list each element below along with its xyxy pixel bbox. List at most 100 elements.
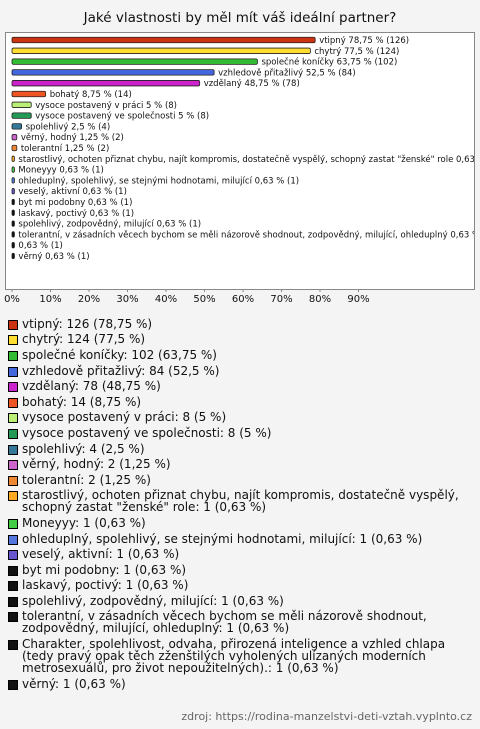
bar-label: byt mi podobny 0,63 % (1) <box>18 198 132 208</box>
bar-label: laskavý, poctivý 0,63 % (1) <box>18 209 134 219</box>
legend-item: spolehlivý: 4 (2,5 %) <box>8 441 474 457</box>
source: zdroj: https://rodina-manzelstvi-deti-vz… <box>181 710 472 723</box>
bar-label: bohatý 8,75 % (14) <box>50 90 132 100</box>
legend-swatch <box>8 640 18 651</box>
bar <box>11 220 15 227</box>
legend-label: věrný, hodný: 2 (1,25 %) <box>22 457 171 472</box>
bar <box>11 134 18 141</box>
bar-label: vzhledově přitažlivý 52,5 % (84) <box>218 68 356 78</box>
bar-label: spolehlivý 2,5 % (4) <box>26 122 111 132</box>
legend-label: vysoce postavený v práci: 8 (5 %) <box>22 410 227 425</box>
legend-item: spolehlivý, zodpovědný, milující: 1 (0,6… <box>8 593 474 609</box>
bar-label: Moneyyy 0,63 % (1) <box>18 166 103 176</box>
legend-swatch <box>8 350 18 361</box>
bar <box>11 198 15 206</box>
legend-item: ohleduplný, spolehlivý, se stejnými hodn… <box>8 531 474 547</box>
legend-label: společné koníčky: 102 (63,75 %) <box>22 347 217 362</box>
legend-label: laskavý, poctivý: 1 (0,63 %) <box>22 578 189 593</box>
x-tick-label: 0% <box>4 294 20 305</box>
bar <box>11 177 15 184</box>
legend-label: vtipný: 126 (78,75 %) <box>22 316 153 331</box>
legend-label: bohatý: 14 (8,75 %) <box>22 394 142 409</box>
legend-item: věrný: 1 (0,63 %) <box>8 676 474 692</box>
chart-title: Jaké vlastnosti by měl mít váš ideální p… <box>83 10 397 26</box>
bar <box>11 188 15 195</box>
legend-swatch <box>8 679 18 690</box>
x-tick-label: 30% <box>116 294 138 305</box>
legend-item: vysoce postavený v práci: 8 (5 %) <box>8 410 474 426</box>
legend-item: Moneyyy: 1 (0,63 %) <box>8 515 474 531</box>
legend-swatch <box>8 550 18 561</box>
bar <box>11 231 15 238</box>
x-tick-label: 80% <box>309 294 331 305</box>
bar <box>11 252 15 260</box>
legend-swatch <box>8 366 18 377</box>
bar <box>11 58 258 65</box>
legend-swatch <box>8 413 18 424</box>
bar-label: vtipný 78,75 % (126) <box>319 36 409 46</box>
x-tick-label: 70% <box>270 294 292 305</box>
bar-label: tolerantní 1,25 % (2) <box>21 144 109 154</box>
bar-label: věrný, hodný 1,25 % (2) <box>21 133 124 143</box>
bar <box>11 101 32 108</box>
x-tick-label: 60% <box>232 294 254 305</box>
legend-label: věrný: 1 (0,63 %) <box>22 676 126 691</box>
legend-item: společné koníčky: 102 (63,75 %) <box>8 347 474 363</box>
legend-item: veselý, aktivní: 1 (0,63 %) <box>8 546 474 562</box>
legend-swatch <box>8 596 18 607</box>
legend: vtipný: 126 (78,75 %) chytrý: 124 (77,5 %… <box>8 316 474 691</box>
bar-label: věrný 0,63 % (1) <box>18 252 89 262</box>
legend-item: vzdělaný: 78 (48,75 %) <box>8 378 474 394</box>
bar-label: spolehlivý, zodpovědný, milující 0,63 % … <box>18 220 201 230</box>
x-tick-label: 10% <box>39 294 61 305</box>
bar-label: 0,63 % (1) <box>18 241 62 251</box>
legend-label: vysoce postavený ve společnosti: 8 (5 %) <box>22 425 272 440</box>
x-tick-label: 90% <box>347 294 369 305</box>
legend-item: věrný, hodný: 2 (1,25 %) <box>8 456 474 472</box>
legend-swatch <box>8 612 18 623</box>
legend-swatch <box>8 460 18 471</box>
legend-item: vtipný: 126 (78,75 %) <box>8 316 474 332</box>
legend-label: Charakter, spolehlivost, odvaha, přiroze… <box>22 637 446 676</box>
bar-label: vysoce postavený v práci 5 % (8) <box>35 101 177 111</box>
legend-item: laskavý, poctivý: 1 (0,63 %) <box>8 578 474 594</box>
legend-item: tolerantní: 2 (1,25 %) <box>8 472 474 488</box>
legend-label: spolehlivý, zodpovědný, milující: 1 (0,6… <box>22 593 284 608</box>
legend-swatch <box>8 491 18 502</box>
x-tick-label: 20% <box>78 294 100 305</box>
bar <box>11 242 15 249</box>
bar <box>11 155 15 162</box>
legend-item: bohatý: 14 (8,75 %) <box>8 394 474 410</box>
legend-swatch <box>8 444 18 455</box>
bar-label: vysoce postavený ve společnosti 5 % (8) <box>35 111 209 122</box>
legend-swatch <box>8 581 18 592</box>
bar <box>11 90 47 98</box>
bar-label: starostlivý, ochoten přiznat chybu, nají… <box>18 154 480 165</box>
legend-label: byt mi podobny: 1 (0,63 %) <box>22 562 187 577</box>
legend-item: starostlivý, ochoten přiznat chybu, nají… <box>8 488 474 516</box>
bar <box>11 47 311 54</box>
bar <box>11 144 18 152</box>
legend-swatch <box>8 397 18 408</box>
chart: Jaké vlastnosti by měl mít váš ideální p… <box>4 10 480 305</box>
legend-item: vysoce postavený ve společnosti: 8 (5 %) <box>8 425 474 441</box>
bar <box>11 123 23 130</box>
legend-label: vzdělaný: 78 (48,75 %) <box>22 379 161 394</box>
legend-swatch <box>8 428 18 439</box>
legend-label: chytrý: 124 (77,5 %) <box>22 332 146 347</box>
legend-swatch <box>8 382 18 393</box>
bar-label: společné koníčky 63,75 % (102) <box>261 57 397 68</box>
legend-label: tolerantní, v zásadních věcech bychom se… <box>22 609 427 636</box>
bar <box>11 112 32 119</box>
bar-label: vzdělaný 48,75 % (78) <box>204 79 300 89</box>
legend-swatch <box>8 335 18 346</box>
bar-label: chytrý 77,5 % (124) <box>314 47 399 57</box>
legend-swatch <box>8 319 18 330</box>
legend-swatch <box>8 475 18 486</box>
legend-label: starostlivý, ochoten přiznat chybu, nají… <box>22 488 459 515</box>
bar <box>11 80 201 87</box>
legend-swatch <box>8 534 18 545</box>
legend-item: byt mi podobny: 1 (0,63 %) <box>8 562 474 578</box>
bar <box>11 36 316 44</box>
